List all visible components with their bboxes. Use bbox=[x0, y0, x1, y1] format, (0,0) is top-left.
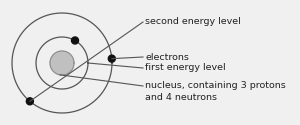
Polygon shape bbox=[108, 55, 115, 62]
Text: nucleus, containing 3 protons: nucleus, containing 3 protons bbox=[145, 82, 286, 90]
Text: second energy level: second energy level bbox=[145, 18, 241, 26]
Text: and 4 neutrons: and 4 neutrons bbox=[145, 92, 217, 102]
Polygon shape bbox=[50, 51, 74, 75]
Text: first energy level: first energy level bbox=[145, 64, 226, 72]
Polygon shape bbox=[26, 98, 33, 105]
Polygon shape bbox=[71, 37, 79, 44]
Text: electrons: electrons bbox=[145, 52, 189, 62]
